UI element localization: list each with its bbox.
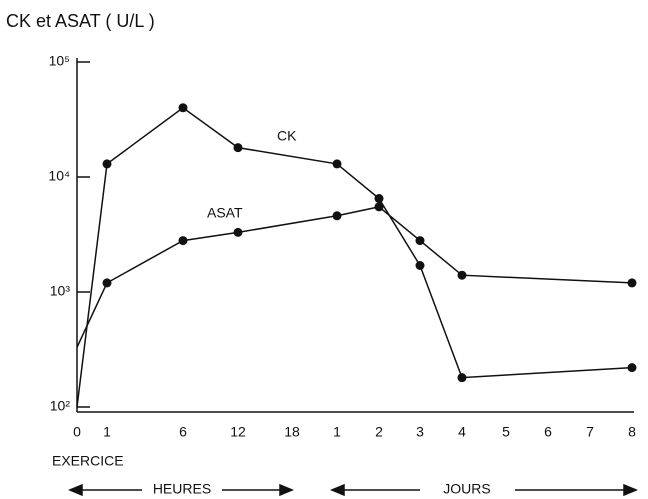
point [102, 278, 112, 288]
point [332, 211, 342, 221]
y-tick-label: 10⁵ [49, 53, 70, 69]
point [415, 236, 425, 246]
y-tick-label: 10⁴ [48, 168, 70, 184]
series-label: CK [277, 128, 297, 144]
days-arrow [330, 483, 638, 497]
x-tick-label: 8 [628, 424, 636, 440]
point [374, 202, 384, 212]
point [102, 159, 112, 169]
hours-arrow [68, 483, 294, 497]
point [233, 227, 243, 237]
point [457, 373, 467, 383]
point [178, 103, 188, 113]
x-tick-label: 5 [502, 424, 510, 440]
point [233, 143, 243, 153]
x-tick-label: 1 [333, 424, 341, 440]
annotation: EXERCICE [52, 453, 124, 469]
point [178, 236, 188, 246]
line [76, 206, 633, 348]
x-tick-label: 6 [179, 424, 187, 440]
point [332, 159, 342, 169]
point [415, 260, 425, 270]
x-tick-label: 6 [544, 424, 552, 440]
point [627, 363, 637, 373]
annotation: JOURS [443, 481, 490, 497]
y-tick-label: 10² [50, 398, 71, 414]
y-tick-label: 10³ [50, 283, 71, 299]
x-tick-label: 2 [375, 424, 383, 440]
point [374, 194, 384, 204]
line [76, 106, 633, 408]
x-tick-label: 4 [458, 424, 466, 440]
x-tick-label: 12 [230, 424, 246, 440]
point [457, 270, 467, 280]
series-label: ASAT [207, 205, 243, 221]
annotation: HEURES [153, 481, 211, 497]
x-tick-label: 3 [416, 424, 424, 440]
chart-title: CK et ASAT ( U/L ) [6, 11, 155, 31]
point [627, 278, 637, 288]
x-tick-label: 1 [103, 424, 111, 440]
x-tick-label: 0 [73, 424, 81, 440]
x-tick-label: 18 [284, 424, 300, 440]
x-tick-label: 7 [586, 424, 594, 440]
